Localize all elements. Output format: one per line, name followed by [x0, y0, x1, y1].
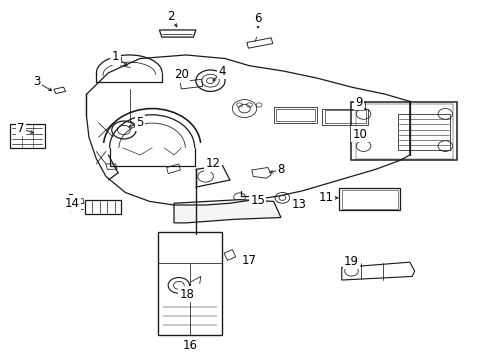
Text: 15: 15	[250, 194, 264, 207]
Bar	[351, 103, 457, 160]
Text: 3: 3	[33, 75, 40, 88]
Text: 18: 18	[179, 288, 194, 301]
Text: 11: 11	[318, 192, 333, 204]
Bar	[356, 104, 452, 158]
Text: 1: 1	[112, 50, 119, 63]
Text: 13: 13	[291, 198, 306, 211]
Text: 17: 17	[242, 254, 256, 267]
Text: 2: 2	[166, 10, 174, 23]
Polygon shape	[174, 200, 281, 223]
Bar	[339, 188, 399, 210]
Text: 9: 9	[354, 96, 362, 109]
Text: 10: 10	[351, 128, 366, 141]
Text: 19: 19	[343, 255, 358, 268]
Bar	[322, 109, 368, 125]
Text: 5: 5	[136, 116, 143, 129]
Bar	[158, 232, 222, 336]
Bar	[10, 123, 45, 148]
Bar	[324, 111, 366, 123]
Text: 4: 4	[219, 64, 226, 77]
Bar	[397, 114, 449, 150]
Text: 16: 16	[182, 338, 197, 351]
Bar	[273, 107, 317, 123]
Text: 12: 12	[205, 157, 220, 170]
Text: 14: 14	[64, 197, 79, 210]
Bar	[341, 190, 397, 208]
Text: 8: 8	[277, 163, 284, 176]
Bar	[85, 201, 121, 214]
Text: 6: 6	[254, 12, 262, 25]
Bar	[276, 109, 314, 121]
Text: 20: 20	[174, 68, 188, 81]
Text: 7: 7	[17, 122, 24, 135]
